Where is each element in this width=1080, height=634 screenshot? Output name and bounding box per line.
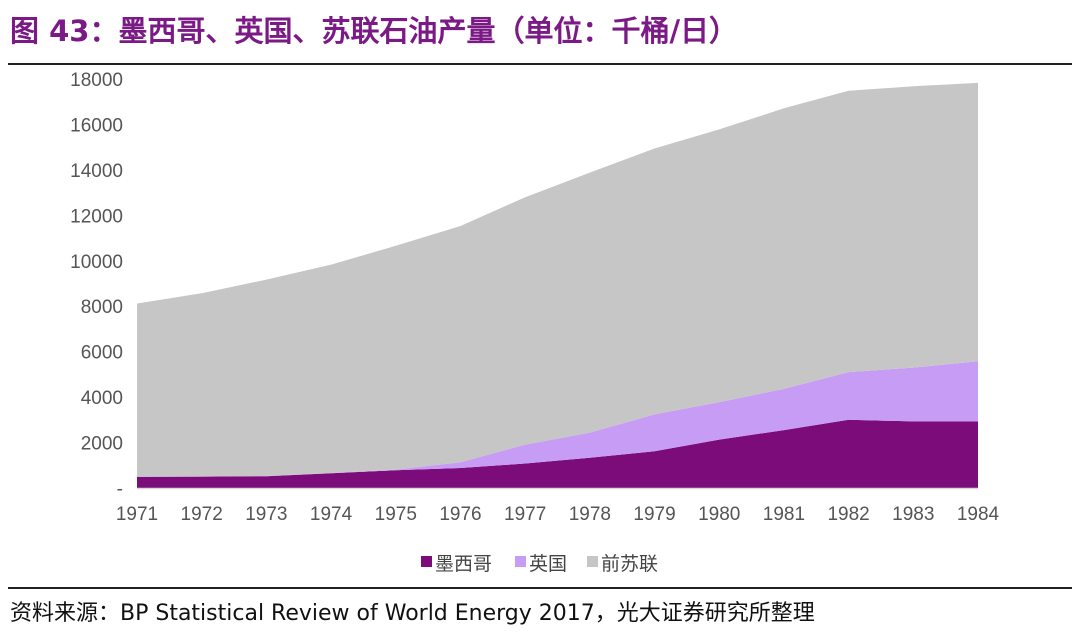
uk-series-area bbox=[137, 361, 978, 477]
x-tick-label: 1977 bbox=[504, 504, 546, 525]
ussr-series-legend-swatch bbox=[587, 556, 598, 567]
ussr-series-legend-label: 前苏联 bbox=[601, 553, 658, 575]
source-note: 资料来源：BP Statistical Review of World Ener… bbox=[10, 601, 815, 626]
x-tick-label: 1980 bbox=[698, 504, 740, 525]
x-tick-label: 1974 bbox=[310, 504, 353, 525]
x-tick-label: 1978 bbox=[569, 504, 611, 525]
y-tick-label: 12000 bbox=[70, 206, 123, 227]
x-tick-label: 1976 bbox=[439, 504, 481, 525]
x-tick-label: 1975 bbox=[375, 504, 417, 525]
chart-title: 图 43：墨西哥、英国、苏联石油产量（单位：千桶/日） bbox=[10, 14, 739, 48]
uk-series-legend-label: 英国 bbox=[529, 553, 567, 575]
y-tick-label: 6000 bbox=[81, 343, 123, 364]
mexico-series-area bbox=[137, 419, 978, 488]
x-tick-label: 1981 bbox=[763, 504, 805, 525]
x-tick-label: 1979 bbox=[633, 504, 675, 525]
y-tick-label: 4000 bbox=[81, 388, 123, 409]
ussr-series-area bbox=[137, 82, 978, 477]
y-tick-label: 16000 bbox=[70, 115, 123, 136]
mexico-series-legend-swatch bbox=[421, 556, 432, 567]
y-tick-label: 2000 bbox=[81, 434, 123, 455]
x-tick-label: 1971 bbox=[116, 504, 158, 525]
x-tick-label: 1982 bbox=[827, 504, 869, 525]
y-tick-label: 14000 bbox=[70, 161, 123, 182]
x-tick-label: 1983 bbox=[892, 504, 934, 525]
y-tick-label: - bbox=[117, 479, 123, 500]
mexico-series-legend-label: 墨西哥 bbox=[435, 553, 492, 575]
x-tick-label: 1984 bbox=[957, 504, 1000, 525]
x-tick-label: 1972 bbox=[181, 504, 223, 525]
y-tick-label: 18000 bbox=[70, 70, 123, 91]
bottom-rule bbox=[8, 587, 1072, 589]
top-rule bbox=[8, 63, 1072, 65]
y-tick-label: 8000 bbox=[81, 297, 123, 318]
y-tick-label: 10000 bbox=[70, 252, 123, 273]
uk-series-legend-swatch bbox=[515, 556, 526, 567]
x-tick-label: 1973 bbox=[245, 504, 287, 525]
